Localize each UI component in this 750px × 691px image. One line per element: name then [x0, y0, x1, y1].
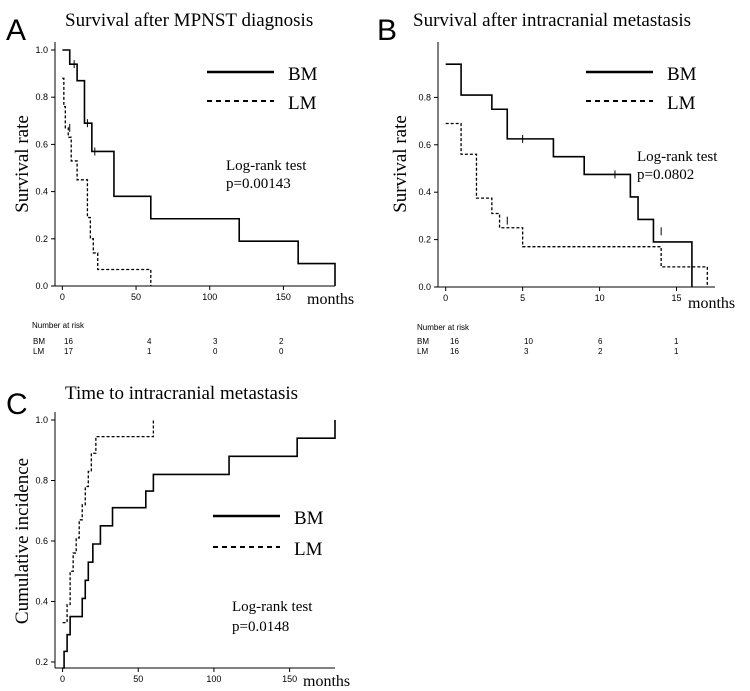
- panel-a-x-tick-label-1: 50: [131, 292, 141, 302]
- panel-c-plot: 0.2 0.4 0.6 0.8 1.0 0 50 100 150: [35, 412, 336, 684]
- panel-a-ylabel: Survival rate: [12, 115, 33, 213]
- panel-a-letter: A: [6, 14, 26, 47]
- panel-c: C Time to intracranial metastasis Cumula…: [6, 383, 350, 690]
- panel-b-y-tick-label-4: 0.8: [418, 92, 431, 102]
- panel-a-series-lm-line: [62, 77, 152, 286]
- panel-b-title: Survival after intracranial metastasis: [413, 10, 691, 31]
- panel-a-plot: 0.0 0.2 0.4 0.6 0.8 1.0 0 50 100 150: [35, 42, 336, 302]
- panel-c-x-tick-label-3: 150: [282, 674, 297, 684]
- panel-c-annotation-line2: p=0.0148: [232, 619, 289, 635]
- panel-c-y-tick-label-2: 0.6: [35, 536, 48, 546]
- panel-b-risk-lm-3: 1: [674, 347, 679, 356]
- panel-c-xlabel: months: [303, 673, 350, 690]
- panel-a-risk-bm-3: 2: [279, 337, 284, 346]
- panel-a: A Survival after MPNST diagnosis Surviva…: [6, 10, 354, 356]
- panel-c-ylabel: Cumulative incidence: [12, 458, 33, 624]
- panel-b-plot: 0.0 0.2 0.4 0.6 0.8 0 5 10 15: [418, 42, 715, 303]
- panel-b-risk-bm-2: 6: [598, 337, 603, 346]
- panel-a-legend-bm: BM: [288, 64, 318, 85]
- panel-c-series-lm-line: [62, 420, 155, 624]
- panel-b-risk-heading: Number at risk: [417, 323, 470, 332]
- panel-c-x-tick-label-1: 50: [133, 674, 143, 684]
- panel-a-y-tick-label-2: 0.4: [35, 187, 48, 197]
- panel-b-y-tick-label-1: 0.2: [418, 235, 431, 245]
- panel-c-legend-lm: LM: [294, 539, 323, 560]
- panel-a-risk-heading: Number at risk: [32, 321, 85, 330]
- panel-b-annotation-line2: p=0.0802: [637, 167, 694, 183]
- panel-b-legend-lm: LM: [667, 93, 696, 114]
- panel-a-risk-label-lm: LM: [33, 347, 44, 356]
- panel-a-y-tick-label-1: 0.2: [35, 234, 48, 244]
- panel-c-legend-bm: BM: [294, 508, 324, 529]
- panel-b-risk-bm-0: 16: [450, 337, 459, 346]
- panel-c-x-tick-label-2: 100: [206, 674, 221, 684]
- panel-a-risk-lm-0: 17: [64, 347, 73, 356]
- panel-b-x-tick-label-3: 15: [672, 293, 682, 303]
- panel-a-risk-table: Number at risk BM LM 16 4 3 2 17 1 0 0: [32, 321, 284, 356]
- panel-a-risk-label-bm: BM: [33, 337, 45, 346]
- panel-b-y-tick-label-3: 0.6: [418, 140, 431, 150]
- panel-b-risk-lm-1: 3: [524, 347, 529, 356]
- panel-a-risk-bm-0: 16: [64, 337, 73, 346]
- panel-b-x-tick-label-0: 0: [443, 293, 448, 303]
- panel-b-risk-table: Number at risk BM LM 16 10 6 1 16 3 2 1: [417, 323, 679, 356]
- panel-c-y-tick-label-3: 0.8: [35, 475, 48, 485]
- panel-a-risk-bm-2: 3: [213, 337, 218, 346]
- panel-a-x-tick-label-2: 100: [202, 292, 217, 302]
- panel-c-annotation-line1: Log-rank test: [232, 599, 313, 615]
- panel-c-y-tick-label-1: 0.4: [35, 596, 48, 606]
- panel-b-risk-label-bm: BM: [417, 337, 429, 346]
- panel-b-legend-bm: BM: [667, 64, 697, 85]
- panel-a-annotation-line1: Log-rank test: [226, 158, 307, 174]
- panel-a-x-tick-label-3: 150: [276, 292, 291, 302]
- panel-b-xlabel: months: [688, 295, 735, 312]
- panel-a-risk-bm-1: 4: [147, 337, 152, 346]
- panel-b-risk-label-lm: LM: [417, 347, 428, 356]
- panel-b-series-bm-line: [445, 63, 693, 287]
- panel-b-x-tick-label-2: 10: [595, 293, 605, 303]
- panel-b-letter: B: [377, 14, 397, 47]
- panel-b-x-tick-label-1: 5: [520, 293, 525, 303]
- panel-c-series-bm-line: [62, 420, 336, 669]
- panel-b-risk-lm-2: 2: [598, 347, 603, 356]
- panel-c-y-tick-label-4: 1.0: [35, 415, 48, 425]
- panel-a-y-tick-label-3: 0.6: [35, 139, 48, 149]
- panel-b-annotation-line1: Log-rank test: [637, 149, 718, 165]
- panel-b-y-tick-label-2: 0.4: [418, 187, 431, 197]
- panel-c-title: Time to intracranial metastasis: [65, 383, 298, 404]
- panel-c-y-tick-label-0: 0.2: [35, 657, 48, 667]
- panel-c-letter: C: [6, 388, 28, 421]
- panel-b-y-tick-label-0: 0.0: [418, 282, 431, 292]
- panel-a-risk-lm-1: 1: [147, 347, 152, 356]
- panel-a-x-tick-label-0: 0: [60, 292, 65, 302]
- panel-a-y-tick-label-5: 1.0: [35, 45, 48, 55]
- panel-a-annotation-line2: p=0.00143: [226, 176, 291, 192]
- panel-a-title: Survival after MPNST diagnosis: [65, 10, 313, 31]
- panel-a-risk-lm-2: 0: [213, 347, 218, 356]
- panel-b-risk-lm-0: 16: [450, 347, 459, 356]
- panel-a-xlabel: months: [307, 291, 354, 308]
- panel-b-risk-bm-1: 10: [524, 337, 533, 346]
- panel-a-y-tick-label-4: 0.8: [35, 92, 48, 102]
- panel-b: B Survival after intracranial metastasis…: [377, 10, 735, 356]
- panel-a-legend-lm: LM: [288, 93, 317, 114]
- panel-a-series-bm-line: [62, 49, 336, 286]
- panel-b-risk-bm-3: 1: [674, 337, 679, 346]
- panel-a-y-tick-label-0: 0.0: [35, 281, 48, 291]
- panel-b-ylabel: Survival rate: [390, 115, 411, 213]
- panel-c-x-tick-label-0: 0: [60, 674, 65, 684]
- panel-b-series-lm-line: [445, 122, 708, 287]
- panel-a-risk-lm-3: 0: [279, 347, 284, 356]
